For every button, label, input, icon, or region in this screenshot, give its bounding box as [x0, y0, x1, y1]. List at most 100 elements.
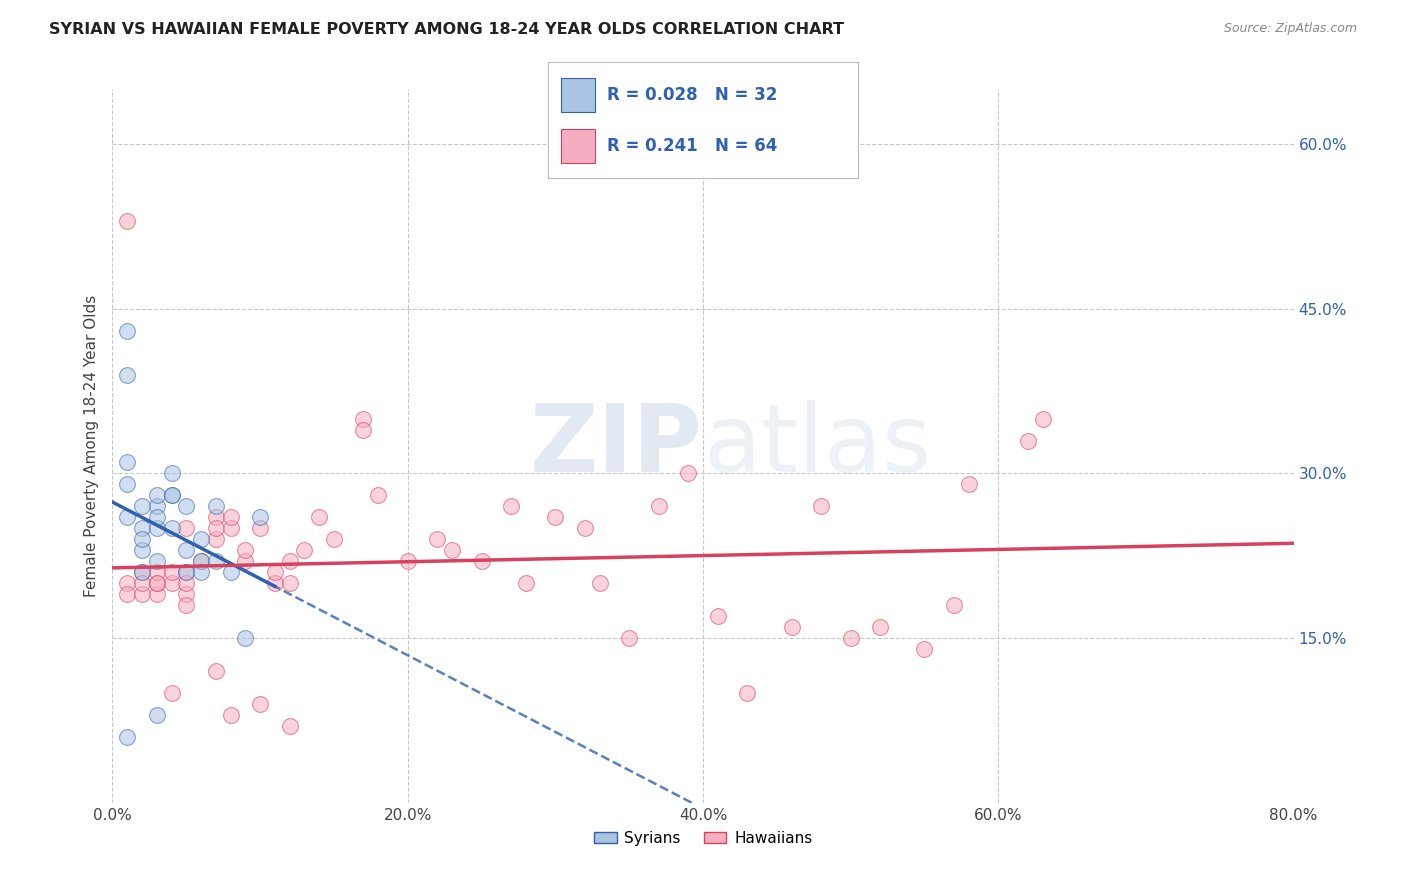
Point [352, 423, 374, 437]
Point [117, 587, 138, 601]
Point [515, 576, 537, 591]
Point [678, 467, 700, 481]
Point [1017, 434, 1039, 448]
Point [146, 576, 169, 591]
Point [160, 488, 183, 502]
Point [160, 488, 183, 502]
Point [205, 664, 228, 678]
Point [205, 533, 228, 547]
Point [367, 488, 389, 502]
Point [146, 521, 169, 535]
Point [249, 697, 271, 711]
Point [174, 566, 197, 580]
Point [174, 521, 197, 535]
Point [233, 543, 256, 558]
Point [131, 543, 153, 558]
Point [160, 521, 183, 535]
Point [619, 631, 641, 645]
Point [131, 500, 153, 514]
Point [117, 455, 138, 469]
Point [190, 533, 212, 547]
Point [278, 719, 301, 733]
Point [160, 566, 183, 580]
FancyBboxPatch shape [561, 128, 595, 163]
Point [117, 576, 138, 591]
Point [780, 620, 803, 634]
Point [839, 631, 862, 645]
Point [292, 543, 315, 558]
Point [205, 521, 228, 535]
Point [146, 488, 169, 502]
Point [264, 566, 287, 580]
Point [574, 521, 596, 535]
FancyBboxPatch shape [561, 78, 595, 112]
Text: R = 0.241   N = 64: R = 0.241 N = 64 [607, 137, 778, 155]
Point [117, 510, 138, 524]
Point [264, 576, 287, 591]
Point [146, 576, 169, 591]
Point [706, 609, 728, 624]
Point [957, 477, 980, 491]
Point [233, 554, 256, 568]
Point [131, 576, 153, 591]
Point [544, 510, 567, 524]
Text: SYRIAN VS HAWAIIAN FEMALE POVERTY AMONG 18-24 YEAR OLDS CORRELATION CHART: SYRIAN VS HAWAIIAN FEMALE POVERTY AMONG … [49, 22, 844, 37]
Point [501, 500, 523, 514]
Point [146, 708, 169, 723]
Point [278, 554, 301, 568]
Point [352, 411, 374, 425]
Point [278, 576, 301, 591]
Point [190, 554, 212, 568]
Point [174, 576, 197, 591]
Point [647, 500, 671, 514]
Point [219, 510, 242, 524]
Point [470, 554, 494, 568]
Point [117, 730, 138, 744]
Point [131, 566, 153, 580]
Point [174, 598, 197, 612]
Legend: Syrians, Hawaiians: Syrians, Hawaiians [588, 825, 818, 852]
Point [174, 500, 197, 514]
Point [308, 510, 330, 524]
Point [117, 477, 138, 491]
Point [810, 500, 832, 514]
Point [146, 554, 169, 568]
Point [146, 566, 169, 580]
Point [249, 510, 271, 524]
Point [117, 368, 138, 382]
Point [117, 214, 138, 228]
Point [174, 587, 197, 601]
Point [441, 543, 464, 558]
Point [190, 554, 212, 568]
Point [588, 576, 610, 591]
Point [117, 324, 138, 338]
Point [160, 576, 183, 591]
Point [174, 543, 197, 558]
Point [174, 566, 197, 580]
Point [160, 686, 183, 700]
Point [1032, 411, 1054, 425]
Text: ZIP: ZIP [530, 400, 703, 492]
Point [131, 533, 153, 547]
Point [131, 566, 153, 580]
Point [160, 467, 183, 481]
Point [233, 631, 256, 645]
Point [205, 510, 228, 524]
Point [219, 708, 242, 723]
Point [205, 554, 228, 568]
Point [146, 587, 169, 601]
Point [942, 598, 965, 612]
Text: R = 0.028   N = 32: R = 0.028 N = 32 [607, 86, 778, 103]
Point [396, 554, 419, 568]
Point [190, 566, 212, 580]
Text: atlas: atlas [703, 400, 931, 492]
Text: Source: ZipAtlas.com: Source: ZipAtlas.com [1223, 22, 1357, 36]
Y-axis label: Female Poverty Among 18-24 Year Olds: Female Poverty Among 18-24 Year Olds [83, 295, 98, 597]
Point [323, 533, 346, 547]
Point [737, 686, 759, 700]
Point [426, 533, 449, 547]
Point [146, 510, 169, 524]
Point [219, 566, 242, 580]
Point [205, 500, 228, 514]
Point [914, 642, 936, 657]
